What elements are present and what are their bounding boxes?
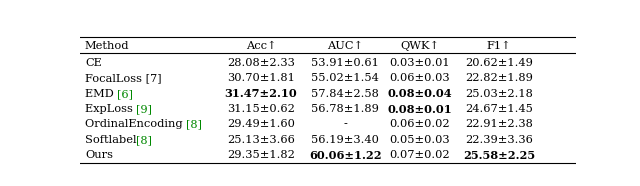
Text: Softlabel: Softlabel: [85, 135, 136, 145]
Text: 55.02±1.54: 55.02±1.54: [312, 73, 380, 84]
Text: 0.06±0.02: 0.06±0.02: [390, 119, 450, 129]
Text: 31.47±2.10: 31.47±2.10: [225, 88, 298, 99]
Text: 0.08±0.04: 0.08±0.04: [387, 88, 452, 99]
Text: 56.78±1.89: 56.78±1.89: [312, 104, 380, 114]
Text: EMD: EMD: [85, 89, 117, 99]
Text: QWK↑: QWK↑: [400, 41, 439, 51]
Text: 57.84±2.58: 57.84±2.58: [312, 89, 380, 99]
Text: ExpLoss: ExpLoss: [85, 104, 136, 114]
Text: 29.35±1.82: 29.35±1.82: [227, 150, 295, 160]
Text: 60.06±1.22: 60.06±1.22: [309, 150, 381, 161]
Text: [8]: [8]: [186, 119, 202, 129]
Text: Acc↑: Acc↑: [246, 41, 276, 51]
Text: 53.91±0.61: 53.91±0.61: [312, 58, 380, 68]
Text: F1↑: F1↑: [487, 41, 511, 51]
Text: 25.03±2.18: 25.03±2.18: [465, 89, 533, 99]
Text: Ours: Ours: [85, 150, 113, 160]
Text: [9]: [9]: [136, 104, 152, 114]
Text: FocalLoss [7]: FocalLoss [7]: [85, 73, 161, 84]
Text: 25.58±2.25: 25.58±2.25: [463, 150, 535, 161]
Text: 0.07±0.02: 0.07±0.02: [390, 150, 450, 160]
Text: [8]: [8]: [136, 135, 152, 145]
Text: 20.62±1.49: 20.62±1.49: [465, 58, 533, 68]
Text: 30.70±1.81: 30.70±1.81: [227, 73, 295, 84]
Text: OrdinalEncoding: OrdinalEncoding: [85, 119, 186, 129]
Text: -: -: [344, 119, 348, 129]
Text: 56.19±3.40: 56.19±3.40: [312, 135, 380, 145]
Text: 22.82±1.89: 22.82±1.89: [465, 73, 533, 84]
Text: CE: CE: [85, 58, 102, 68]
Text: 25.13±3.66: 25.13±3.66: [227, 135, 295, 145]
Text: 0.05±0.03: 0.05±0.03: [390, 135, 450, 145]
Text: 0.08±0.01: 0.08±0.01: [387, 104, 452, 115]
Text: 22.91±2.38: 22.91±2.38: [465, 119, 533, 129]
Text: Method: Method: [85, 41, 129, 51]
Text: 24.67±1.45: 24.67±1.45: [465, 104, 533, 114]
Text: 0.03±0.01: 0.03±0.01: [390, 58, 450, 68]
Text: 29.49±1.60: 29.49±1.60: [227, 119, 295, 129]
Text: 0.06±0.03: 0.06±0.03: [390, 73, 450, 84]
Text: [6]: [6]: [117, 89, 133, 99]
Text: AUC↑: AUC↑: [328, 41, 364, 51]
Text: 22.39±3.36: 22.39±3.36: [465, 135, 533, 145]
Text: 28.08±2.33: 28.08±2.33: [227, 58, 295, 68]
Text: 31.15±0.62: 31.15±0.62: [227, 104, 295, 114]
